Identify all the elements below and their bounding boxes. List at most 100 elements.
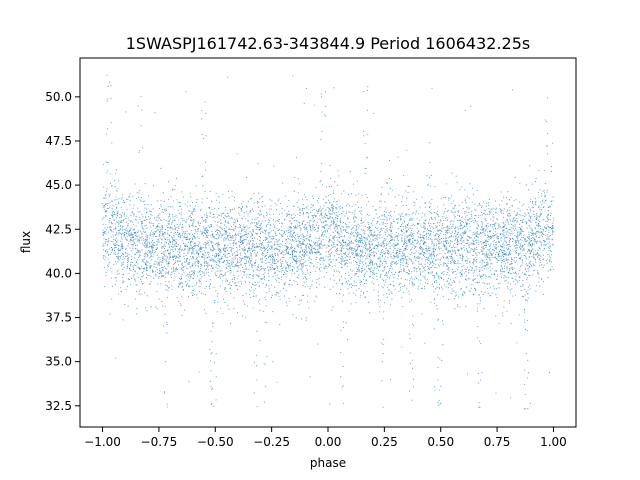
data-point bbox=[332, 209, 334, 211]
data-point bbox=[159, 219, 161, 221]
data-point bbox=[203, 258, 206, 260]
data-point bbox=[126, 236, 128, 238]
data-point bbox=[234, 239, 236, 241]
data-point bbox=[400, 263, 402, 266]
data-point bbox=[294, 237, 296, 239]
data-point bbox=[158, 208, 160, 210]
data-point bbox=[534, 241, 536, 243]
data-point bbox=[408, 228, 410, 230]
data-point bbox=[541, 264, 543, 266]
data-point bbox=[230, 261, 232, 263]
data-point bbox=[264, 321, 266, 323]
data-point bbox=[339, 293, 341, 295]
data-point bbox=[138, 192, 140, 194]
data-point bbox=[198, 253, 200, 255]
data-point bbox=[322, 256, 324, 258]
data-point bbox=[204, 161, 207, 163]
data-point bbox=[451, 194, 453, 197]
data-point bbox=[366, 257, 368, 259]
data-point bbox=[495, 257, 497, 260]
data-point bbox=[524, 319, 526, 321]
data-point bbox=[218, 196, 220, 198]
data-point bbox=[414, 255, 416, 257]
data-point bbox=[214, 208, 216, 210]
data-point bbox=[194, 205, 196, 207]
data-point bbox=[392, 257, 394, 259]
data-point bbox=[310, 248, 312, 250]
data-point bbox=[270, 268, 272, 270]
data-point bbox=[538, 277, 540, 279]
data-point bbox=[490, 218, 492, 220]
data-point bbox=[299, 214, 301, 216]
data-point bbox=[490, 254, 492, 256]
data-point bbox=[482, 293, 484, 296]
data-point bbox=[125, 249, 127, 251]
data-point bbox=[351, 270, 353, 272]
data-point bbox=[292, 75, 294, 77]
data-point bbox=[191, 237, 193, 240]
data-point bbox=[354, 235, 356, 237]
data-point bbox=[309, 235, 311, 237]
data-point bbox=[297, 235, 299, 238]
data-point bbox=[275, 254, 277, 257]
data-point bbox=[411, 224, 413, 226]
data-point bbox=[405, 190, 407, 192]
data-point bbox=[372, 270, 374, 272]
data-point bbox=[167, 234, 169, 236]
data-point bbox=[269, 232, 271, 234]
data-point bbox=[207, 230, 209, 232]
data-point bbox=[518, 257, 520, 260]
data-point bbox=[249, 289, 251, 291]
data-point bbox=[398, 252, 400, 254]
data-point bbox=[258, 201, 260, 203]
data-point bbox=[357, 206, 359, 209]
data-point bbox=[139, 251, 141, 253]
data-point bbox=[180, 214, 182, 216]
data-point bbox=[507, 254, 509, 256]
data-point bbox=[433, 277, 435, 279]
data-point bbox=[403, 248, 405, 250]
data-point bbox=[383, 269, 385, 271]
data-point bbox=[301, 250, 304, 253]
data-point bbox=[534, 232, 536, 234]
data-point bbox=[494, 270, 496, 272]
data-point bbox=[397, 232, 400, 234]
data-point bbox=[493, 235, 495, 237]
data-point bbox=[152, 269, 154, 272]
data-point bbox=[537, 254, 539, 256]
data-point bbox=[272, 235, 274, 237]
data-point bbox=[528, 231, 530, 233]
data-point bbox=[167, 232, 169, 234]
data-point bbox=[311, 214, 313, 216]
data-point bbox=[336, 203, 338, 205]
data-point bbox=[382, 223, 384, 225]
data-point bbox=[216, 216, 218, 218]
data-point bbox=[296, 276, 298, 279]
data-point bbox=[539, 240, 541, 243]
data-point bbox=[462, 256, 464, 258]
data-point bbox=[305, 246, 307, 248]
data-point bbox=[129, 247, 131, 249]
data-point bbox=[227, 304, 229, 306]
data-point bbox=[356, 225, 358, 227]
data-point bbox=[347, 232, 349, 234]
data-point bbox=[262, 231, 264, 234]
data-point bbox=[431, 272, 433, 274]
data-point bbox=[454, 262, 456, 265]
data-point bbox=[336, 251, 338, 253]
data-point bbox=[211, 244, 213, 247]
data-point bbox=[379, 223, 381, 225]
data-point bbox=[538, 221, 540, 223]
data-point bbox=[121, 238, 123, 240]
data-point bbox=[171, 285, 173, 287]
data-point bbox=[197, 271, 199, 273]
data-point bbox=[362, 261, 364, 263]
data-point bbox=[364, 173, 366, 175]
data-point bbox=[451, 226, 453, 228]
data-point bbox=[174, 231, 177, 234]
data-point bbox=[133, 274, 135, 276]
data-point bbox=[395, 231, 397, 234]
data-point bbox=[457, 214, 459, 216]
data-point bbox=[425, 228, 427, 230]
data-point bbox=[412, 241, 414, 243]
